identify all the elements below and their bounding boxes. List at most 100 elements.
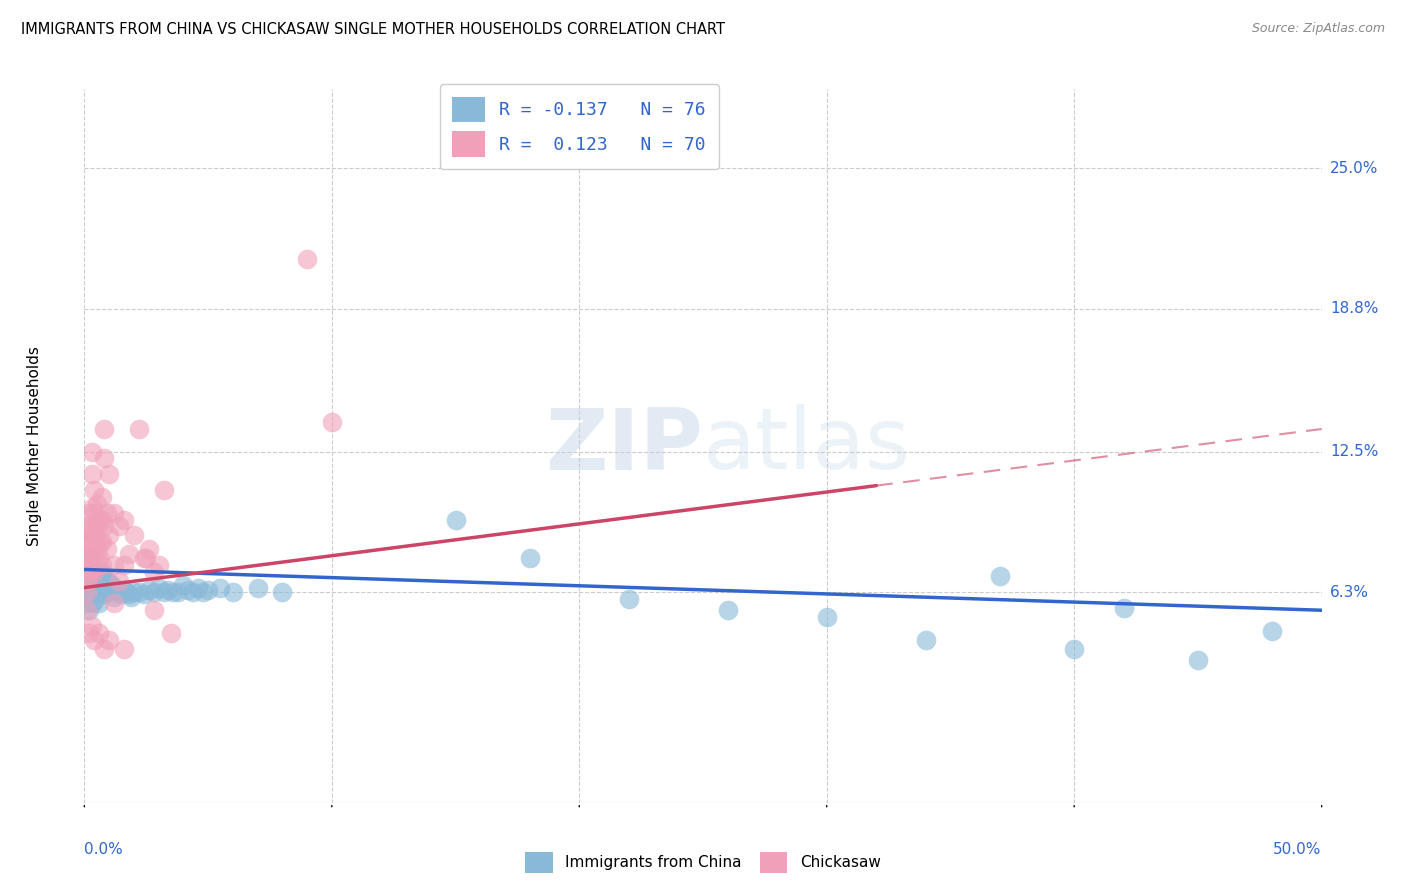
Point [142,585,165,599]
Text: Source: ZipAtlas.com: Source: ZipAtlas.com [1251,22,1385,36]
Text: Single Mother Households: Single Mother Households [27,346,42,546]
Point [132,587,155,601]
Point [93,587,115,601]
Point [519,551,541,566]
Point [93,641,115,656]
Point [83,562,105,576]
Point [98,632,121,647]
Point [271,585,294,599]
Text: 0.0%: 0.0% [84,842,124,857]
Point [80,569,103,583]
Point [112,641,135,656]
Point [86,565,108,579]
Point [86,576,108,591]
Point [128,422,150,436]
Point [86,585,108,599]
Point [100,578,122,592]
Point [79,551,101,566]
Text: atlas: atlas [703,404,911,488]
Point [79,626,101,640]
Point [321,415,343,429]
Point [79,603,101,617]
Point [98,467,121,482]
Point [191,585,214,599]
Point [83,528,105,542]
Point [132,551,155,566]
Point [76,519,98,533]
Point [617,591,640,606]
Text: IMMIGRANTS FROM CHINA VS CHICKASAW SINGLE MOTHER HOUSEHOLDS CORRELATION CHART: IMMIGRANTS FROM CHINA VS CHICKASAW SINGL… [21,22,725,37]
Point [89,578,111,592]
Point [96,574,118,588]
Point [90,582,112,597]
Point [197,582,219,597]
Point [93,519,115,533]
Point [103,581,125,595]
Point [90,565,112,579]
Point [83,565,105,579]
Point [120,590,142,604]
Point [108,585,131,599]
Point [83,574,105,588]
Point [138,542,160,557]
Point [80,535,103,549]
Point [76,574,98,588]
Point [80,581,103,595]
Point [148,558,170,572]
Point [89,551,111,566]
Point [76,585,98,599]
Point [1112,601,1135,615]
Point [96,542,118,557]
Point [83,585,105,599]
Point [148,581,170,595]
Point [86,542,108,557]
Point [90,535,112,549]
Point [76,551,98,566]
Point [86,558,108,572]
Point [122,528,145,542]
Point [1187,653,1209,667]
Point [89,535,111,549]
Point [815,610,838,624]
Point [96,582,118,597]
Point [80,551,103,566]
Point [76,535,98,549]
Point [93,422,115,436]
Point [79,535,101,549]
Point [89,513,111,527]
Point [76,603,98,617]
Point [1063,641,1085,656]
Point [80,560,103,574]
Point [115,585,138,599]
Point [105,582,128,597]
Point [90,574,112,588]
Point [209,581,232,595]
Point [79,524,101,538]
Point [76,562,98,576]
Point [118,547,141,561]
Point [717,603,740,617]
Point [80,444,103,458]
Text: 50.0%: 50.0% [1274,842,1322,857]
Point [295,252,318,266]
Point [135,551,157,566]
Point [89,569,111,583]
Point [89,587,111,601]
Point [222,585,245,599]
Legend: Immigrants from China, Chickasaw: Immigrants from China, Chickasaw [517,844,889,880]
Point [79,581,101,595]
Point [142,565,165,579]
Text: 12.5%: 12.5% [1330,444,1378,459]
Point [98,585,121,599]
Point [103,506,125,520]
Point [98,576,121,591]
Point [83,632,105,647]
Point [187,581,209,595]
Point [112,558,135,572]
Point [142,603,165,617]
Point [914,632,936,647]
Point [108,574,131,588]
Point [444,513,467,527]
Point [988,569,1011,583]
Point [112,513,135,527]
